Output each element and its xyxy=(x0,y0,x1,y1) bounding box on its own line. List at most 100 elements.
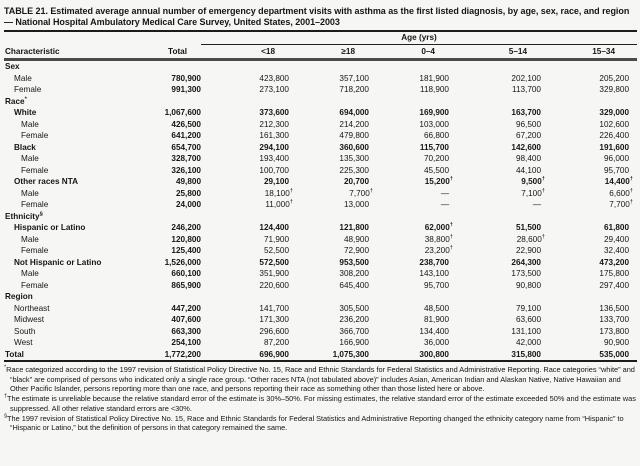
value-cell: 81,900 xyxy=(423,315,449,324)
value-cell: 67,200 xyxy=(515,131,541,140)
row-label: Female xyxy=(21,165,49,175)
value-cell: 315,800 xyxy=(449,348,541,362)
value-cell: 273,100 xyxy=(259,85,289,94)
value-cell: 23,200† xyxy=(424,245,453,255)
value-cell: 49,800 xyxy=(175,177,201,186)
column-header-characteristic: Characteristic xyxy=(4,44,154,61)
value-cell: 125,400 xyxy=(171,246,201,255)
footnote-reference: † xyxy=(629,199,634,206)
value-cell: 7,700† xyxy=(349,187,373,198)
table-row: Male 120,800 71,900 48,900 38,800† 28,600† 29,… xyxy=(4,234,637,246)
footnote-reference: * xyxy=(24,95,27,102)
value-cell xyxy=(154,291,201,303)
value-cell: 572,500 xyxy=(259,257,289,267)
value-cell: 238,700 xyxy=(419,257,449,267)
row-label: Female xyxy=(21,200,49,209)
value-cell: 175,800 xyxy=(599,269,630,278)
value-cell: 326,100 xyxy=(171,165,201,175)
value-cell: 61,800 xyxy=(603,223,630,232)
footnote-reference: † xyxy=(541,233,545,240)
table-row: Male 780,900 423,800 357,100 181,900 202,100 2… xyxy=(4,73,637,85)
value-cell: 351,900 xyxy=(259,269,289,278)
value-cell: 96,000 xyxy=(603,154,630,163)
value-cell: 173,500 xyxy=(511,269,541,278)
row-label: Not Hispanic or Latino xyxy=(14,257,102,267)
row-label: Region xyxy=(5,292,33,301)
table-row: Ethnicity§ xyxy=(4,211,637,223)
table-body: Sex Male 780,900 423,800 357,100 181,900 202,1… xyxy=(4,60,638,362)
value-cell: 171,300 xyxy=(259,315,289,324)
value-cell: 357,100 xyxy=(339,73,369,83)
table-row: Sex xyxy=(4,60,637,73)
value-cell: 134,400 xyxy=(419,326,449,336)
footnote-unreliable-estimate: †The estimate is unreliable because the … xyxy=(4,394,637,413)
value-cell: 254,100 xyxy=(171,338,201,347)
value-cell xyxy=(541,211,637,223)
row-label: Male xyxy=(21,154,39,163)
value-cell: 1,067,600 xyxy=(164,108,201,117)
value-cell: 71,900 xyxy=(263,234,289,244)
value-cell: 308,200 xyxy=(339,269,369,278)
value-cell: 90,900 xyxy=(603,338,630,347)
value-cell: 118,900 xyxy=(420,85,449,94)
row-label: Hispanic or Latino xyxy=(14,223,86,232)
footnote-reference: † xyxy=(449,245,453,252)
value-cell: 161,300 xyxy=(259,131,289,140)
table-row: Male 426,500 212,300 214,200 103,000 96,500 10… xyxy=(4,119,637,131)
value-cell: 42,000 xyxy=(515,338,541,347)
column-header-0-4: 0–4 xyxy=(369,44,449,61)
value-cell: 166,900 xyxy=(339,338,369,347)
table-row: Female 641,200 161,300 479,800 66,800 67,200 2… xyxy=(4,130,637,142)
value-cell: 141,700 xyxy=(259,303,289,313)
value-cell: 300,800 xyxy=(369,348,449,362)
row-label: Female xyxy=(21,131,49,140)
table-row: Male 660,100 351,900 308,200 143,100 173,500 1… xyxy=(4,268,637,280)
table-row: Female 991,300 273,100 718,200 118,900 113,70… xyxy=(4,84,637,96)
value-cell: 660,100 xyxy=(171,269,201,278)
table-row: Male 328,700 193,400 135,300 70,200 98,400 96,… xyxy=(4,153,637,165)
table-row: Race* xyxy=(4,96,637,108)
row-label: Total xyxy=(4,348,154,362)
row-label: White xyxy=(14,108,37,117)
table-row: Female 125,400 52,500 72,900 23,200† 22,900 32… xyxy=(4,245,637,257)
table-row: Region xyxy=(4,291,637,303)
table-row: Northeast 447,200 141,700 305,500 48,500 79,1… xyxy=(4,303,637,315)
value-cell: 51,500 xyxy=(515,223,541,232)
value-cell: 115,700 xyxy=(419,142,449,152)
value-cell: 95,700 xyxy=(603,165,630,175)
value-cell: 133,700 xyxy=(599,315,630,324)
row-label: Midwest xyxy=(14,315,45,324)
row-label: Race* xyxy=(5,95,27,106)
value-cell: 225,300 xyxy=(339,165,369,175)
value-cell: 447,200 xyxy=(171,303,201,313)
value-cell xyxy=(201,96,289,108)
value-cell: 953,500 xyxy=(339,257,369,267)
value-cell: 100,700 xyxy=(259,165,289,175)
table-row: Hispanic or Latino 246,200 124,400 121,800 6… xyxy=(4,222,637,234)
value-cell: 15,200† xyxy=(424,176,453,186)
footnote-reference: † xyxy=(289,199,293,206)
value-cell: 52,500 xyxy=(263,246,289,255)
footnote-reference: † xyxy=(289,187,293,194)
value-cell: 121,800 xyxy=(339,223,369,232)
value-cell: 95,700 xyxy=(423,280,449,290)
value-cell: 142,600 xyxy=(511,142,541,152)
value-cell: 373,600 xyxy=(259,108,289,117)
value-cell: 14,400† xyxy=(604,176,634,186)
table-row: Female 24,000 11,000† 13,000 — — 7,700† xyxy=(4,199,637,211)
footnote-ethnicity: §The 1997 revision of Statistical Policy… xyxy=(4,413,637,433)
value-cell: 426,500 xyxy=(171,119,201,129)
value-cell: 45,500 xyxy=(423,165,449,175)
value-cell xyxy=(201,211,289,223)
value-cell xyxy=(369,60,449,73)
value-cell: 38,800† xyxy=(424,233,453,244)
value-cell: 32,400 xyxy=(603,246,630,255)
footnote-reference: † xyxy=(629,176,634,183)
value-cell: 718,200 xyxy=(339,85,369,94)
row-label: Female xyxy=(14,85,42,94)
value-cell: 120,800 xyxy=(171,234,201,244)
value-cell xyxy=(154,211,201,223)
value-cell: 329,800 xyxy=(599,85,630,94)
value-cell: 102,600 xyxy=(599,119,630,129)
document-page: TABLE 21. Estimated average annual numbe… xyxy=(4,6,638,433)
